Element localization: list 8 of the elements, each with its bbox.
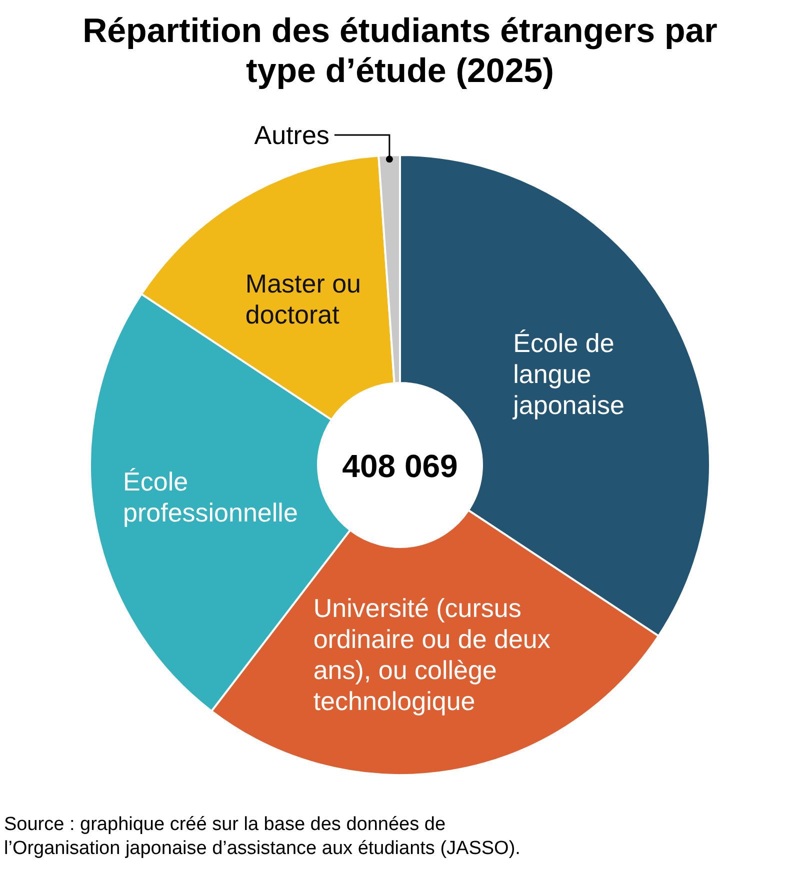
text: 408 069: [342, 448, 458, 484]
chart-title: Répartition des étudiants étrangers par type d’étude (2025): [82, 12, 718, 90]
slice-label: École professionnelle: [123, 466, 298, 528]
slice-label: École de langue japonaise: [512, 328, 624, 420]
slice-label: Université (cursus ordinaire ou de deux ans), ou collège technologique: [313, 593, 550, 716]
source-note: Source : graphique créé sur la base des données de l’Organisation japonaise d’assistance aux étudiants (JASSO).: [4, 814, 520, 859]
slice-label: Autres: [254, 120, 330, 150]
slice-label: Master ou doctorat: [245, 268, 362, 330]
